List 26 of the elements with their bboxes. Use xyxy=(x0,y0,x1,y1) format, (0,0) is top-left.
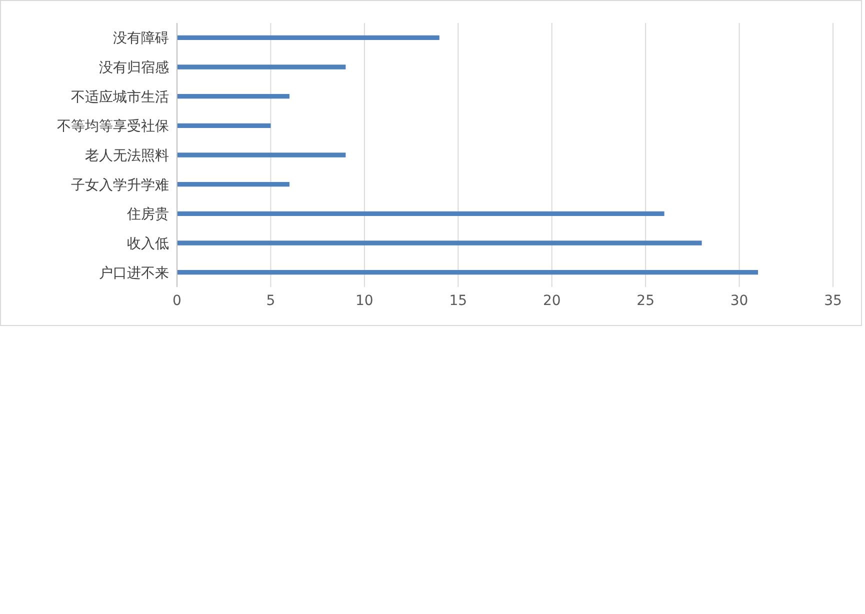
y-tick-label: 老人无法照料 xyxy=(85,148,169,164)
y-tick-label: 不等均等享受社保 xyxy=(57,118,169,135)
x-tick-label: 25 xyxy=(636,292,654,309)
y-tick-label: 不适应城市生活 xyxy=(71,89,169,106)
x-tick-label: 0 xyxy=(172,292,182,309)
bar xyxy=(177,35,440,40)
bar xyxy=(177,270,758,275)
x-tick-label: 15 xyxy=(449,292,468,309)
bar xyxy=(177,152,346,158)
bar xyxy=(177,123,271,128)
bar xyxy=(177,182,290,187)
y-tick-label: 收入低 xyxy=(127,236,169,252)
y-tick-label: 没有障碍 xyxy=(113,30,169,47)
bar xyxy=(177,64,346,70)
x-tick-label: 30 xyxy=(730,292,748,309)
y-tick-label: 没有归宿感 xyxy=(99,60,169,76)
y-tick-label: 子女入学升学难 xyxy=(71,177,169,194)
bar xyxy=(177,211,664,216)
x-tick-label: 20 xyxy=(542,292,561,309)
y-tick-label: 户口进不来 xyxy=(99,265,169,282)
bar xyxy=(177,240,702,246)
bar xyxy=(177,94,290,99)
x-tick-label: 35 xyxy=(824,292,842,309)
x-tick-label: 10 xyxy=(356,292,374,309)
x-tick-label: 5 xyxy=(266,292,276,309)
y-tick-label: 住房贵 xyxy=(126,206,169,223)
